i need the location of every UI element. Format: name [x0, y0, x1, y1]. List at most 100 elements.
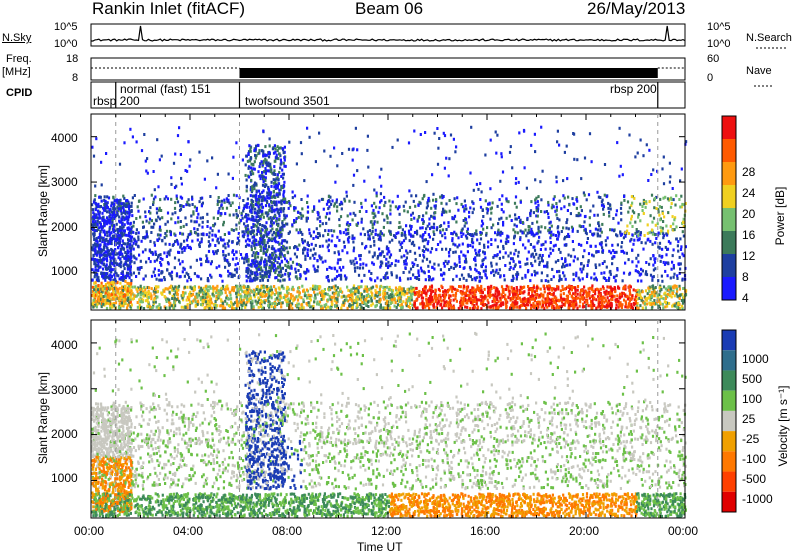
data-cell	[373, 222, 376, 226]
data-cell	[276, 145, 279, 149]
data-cell	[112, 283, 115, 287]
data-cell	[333, 204, 336, 208]
data-cell	[270, 296, 273, 300]
data-cell	[251, 299, 254, 303]
data-cell	[490, 293, 493, 297]
data-cell	[245, 257, 248, 261]
data-cell	[148, 305, 152, 309]
data-cell	[274, 147, 277, 151]
data-cell	[410, 218, 413, 221]
data-cell	[280, 202, 283, 206]
data-cell	[122, 210, 125, 214]
data-cell	[608, 304, 611, 308]
data-cell	[385, 257, 388, 261]
data-cell	[556, 285, 559, 289]
data-cell	[127, 203, 130, 207]
data-cell	[135, 242, 138, 246]
data-cell	[331, 199, 334, 203]
data-cell	[215, 251, 218, 255]
data-cell	[132, 254, 135, 258]
data-cell	[226, 242, 229, 246]
data-cell	[152, 170, 155, 173]
data-cell	[144, 159, 147, 163]
data-cell	[198, 243, 201, 247]
data-cell	[110, 280, 113, 284]
data-cell	[561, 288, 564, 292]
data-cell	[499, 275, 502, 279]
data-cell	[284, 269, 288, 272]
data-cell	[530, 273, 533, 277]
data-cell	[164, 232, 167, 235]
data-cell	[530, 227, 533, 231]
data-cell	[323, 291, 326, 295]
data-cell	[547, 301, 550, 305]
data-cell	[308, 228, 311, 232]
data-cell	[144, 274, 147, 278]
data-cell	[224, 285, 227, 289]
data-cell	[282, 176, 285, 180]
data-cell	[398, 304, 401, 307]
data-cell	[97, 285, 100, 289]
data-cell	[323, 149, 326, 153]
data-cell	[238, 221, 241, 225]
data-cell	[299, 306, 302, 310]
data-cell	[502, 247, 505, 250]
data-cell	[264, 285, 267, 289]
data-cell	[505, 199, 508, 203]
data-cell	[373, 251, 376, 255]
data-cell	[227, 239, 231, 243]
data-cell	[350, 291, 353, 295]
data-cell	[338, 266, 341, 270]
data-cell	[429, 227, 432, 231]
x-tick-label: 08:00	[272, 524, 303, 538]
data-cell	[425, 180, 428, 184]
data-cell	[555, 208, 558, 212]
data-cell	[148, 249, 151, 253]
data-cell	[564, 277, 567, 281]
data-cell	[328, 205, 331, 209]
data-cell	[129, 305, 132, 309]
data-cell	[408, 298, 411, 302]
data-cell	[360, 201, 363, 205]
data-cell	[333, 299, 336, 303]
data-cell	[660, 288, 663, 291]
data-cell	[324, 229, 327, 233]
data-cell	[421, 197, 424, 201]
data-cell	[272, 178, 275, 182]
data-cell	[243, 232, 246, 236]
data-cell	[621, 291, 624, 295]
nsky-tick-high: 10^5	[54, 21, 78, 33]
data-cell	[280, 246, 283, 249]
data-cell	[100, 183, 103, 187]
data-cell	[452, 304, 455, 308]
data-cell	[278, 214, 281, 218]
data-cell	[363, 273, 366, 277]
data-cell	[157, 233, 160, 237]
data-cell	[320, 197, 324, 201]
data-cell	[284, 295, 287, 299]
data-cell	[123, 223, 126, 227]
data-cell	[97, 236, 100, 239]
data-cell	[424, 231, 427, 234]
data-cell	[380, 263, 383, 267]
data-cell	[648, 200, 651, 204]
data-cell	[370, 299, 373, 303]
data-cell	[474, 298, 477, 302]
data-cell	[236, 241, 239, 245]
data-cell	[515, 177, 518, 181]
data-cell	[138, 306, 141, 310]
data-cell	[476, 284, 479, 288]
data-cell	[337, 252, 341, 256]
data-cell	[466, 227, 469, 231]
data-cell	[160, 209, 163, 212]
data-cell	[274, 208, 277, 212]
data-cell	[535, 196, 538, 200]
data-cell	[454, 250, 457, 254]
data-cell	[495, 286, 498, 290]
data-cell	[100, 305, 103, 309]
data-cell	[274, 271, 277, 275]
data-cell	[250, 166, 253, 170]
data-cell	[270, 180, 273, 184]
data-cell	[179, 220, 182, 223]
data-cell	[352, 284, 356, 288]
